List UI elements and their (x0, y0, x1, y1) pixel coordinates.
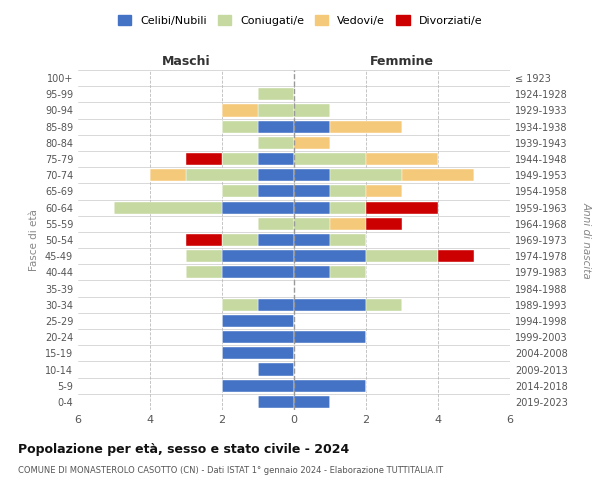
Bar (258, 234, 294, 246)
Bar (186, 169, 258, 181)
Bar (294, 120, 330, 132)
Bar (222, 331, 294, 343)
Bar (222, 234, 258, 246)
Bar (366, 202, 438, 213)
Bar (294, 331, 366, 343)
Bar (222, 348, 294, 360)
Bar (330, 120, 402, 132)
Bar (258, 298, 294, 311)
Bar (258, 364, 294, 376)
Bar (366, 186, 402, 198)
Bar (438, 250, 474, 262)
Bar (258, 120, 294, 132)
Bar (258, 186, 294, 198)
Bar (294, 266, 330, 278)
Bar (366, 298, 402, 311)
Bar (258, 169, 294, 181)
Bar (294, 298, 366, 311)
Bar (294, 396, 330, 408)
Bar (366, 153, 438, 165)
Bar (258, 218, 294, 230)
Bar (258, 137, 294, 149)
Bar (330, 202, 366, 213)
Bar (258, 88, 294, 101)
Bar (186, 250, 222, 262)
Bar (294, 202, 330, 213)
Bar (330, 186, 366, 198)
Text: Maschi: Maschi (161, 54, 211, 68)
Y-axis label: Fasce di età: Fasce di età (29, 209, 39, 271)
Bar (330, 266, 366, 278)
Bar (330, 218, 366, 230)
Bar (402, 169, 474, 181)
Bar (114, 202, 222, 213)
Text: COMUNE DI MONASTEROLO CASOTTO (CN) - Dati ISTAT 1° gennaio 2024 - Elaborazione T: COMUNE DI MONASTEROLO CASOTTO (CN) - Dat… (18, 466, 443, 475)
Bar (186, 266, 222, 278)
Text: Femmine: Femmine (370, 54, 434, 68)
Legend: Celibi/Nubili, Coniugati/e, Vedovi/e, Divorziati/e: Celibi/Nubili, Coniugati/e, Vedovi/e, Di… (116, 13, 484, 28)
Bar (330, 169, 402, 181)
Text: Popolazione per età, sesso e stato civile - 2024: Popolazione per età, sesso e stato civil… (18, 442, 349, 456)
Bar (294, 186, 330, 198)
Bar (186, 234, 222, 246)
Bar (294, 153, 366, 165)
Bar (222, 104, 258, 117)
Bar (258, 153, 294, 165)
Bar (294, 380, 366, 392)
Bar (294, 169, 330, 181)
Bar (294, 218, 330, 230)
Bar (294, 250, 366, 262)
Bar (222, 202, 294, 213)
Bar (222, 315, 294, 327)
Y-axis label: Anni di nascita: Anni di nascita (581, 202, 592, 278)
Bar (222, 266, 294, 278)
Bar (186, 153, 222, 165)
Bar (294, 234, 330, 246)
Bar (330, 234, 366, 246)
Bar (366, 250, 438, 262)
Bar (222, 380, 294, 392)
Bar (366, 218, 402, 230)
Bar (258, 396, 294, 408)
Bar (222, 298, 258, 311)
Bar (258, 104, 294, 117)
Bar (150, 169, 186, 181)
Bar (294, 104, 330, 117)
Bar (222, 186, 258, 198)
Bar (222, 120, 258, 132)
Bar (294, 137, 330, 149)
Bar (222, 250, 294, 262)
Bar (222, 153, 258, 165)
